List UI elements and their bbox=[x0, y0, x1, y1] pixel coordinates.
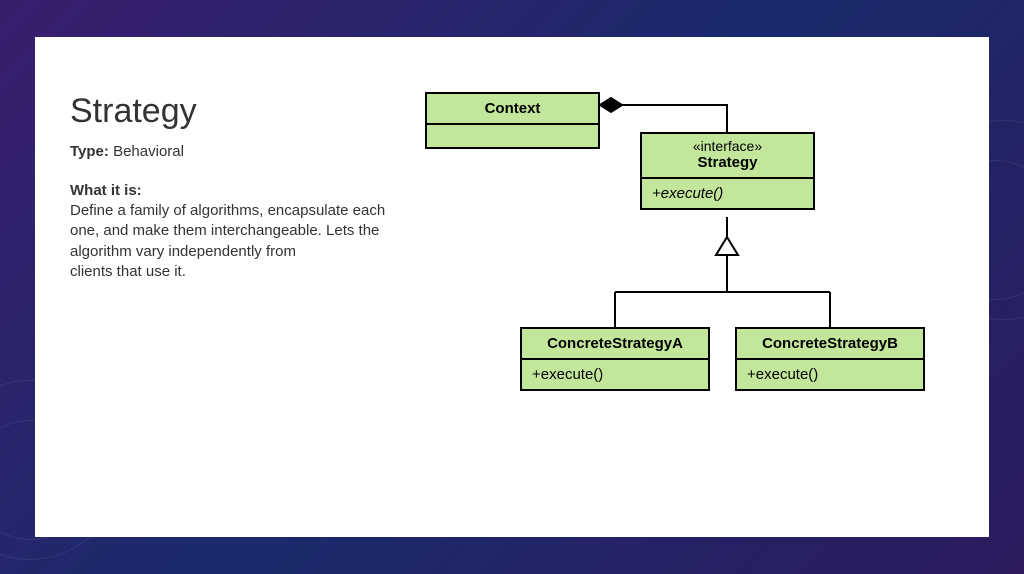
uml-concrete-b-method: +execute() bbox=[737, 360, 923, 389]
text-column: Strategy Type: Behavioral What it is: De… bbox=[35, 37, 415, 537]
uml-strategy: «interface» Strategy +execute() bbox=[640, 132, 815, 210]
uml-strategy-header: «interface» Strategy bbox=[642, 134, 813, 179]
inheritance-triangle-icon bbox=[716, 237, 738, 255]
type-line: Type: Behavioral bbox=[70, 143, 415, 160]
uml-concrete-a: ConcreteStrategyA +execute() bbox=[520, 327, 710, 391]
aggregation-line bbox=[622, 105, 727, 132]
uml-context-body bbox=[427, 125, 598, 147]
aggregation-diamond-icon bbox=[600, 98, 622, 112]
uml-strategy-method: +execute() bbox=[642, 179, 813, 208]
uml-concrete-b-title: ConcreteStrategyB bbox=[737, 329, 923, 360]
pattern-title: Strategy bbox=[70, 92, 415, 131]
what-label: What it is: bbox=[70, 182, 415, 199]
uml-strategy-stereotype: «interface» bbox=[652, 138, 803, 154]
slide: Strategy Type: Behavioral What it is: De… bbox=[35, 37, 989, 537]
type-value: Behavioral bbox=[113, 143, 184, 160]
description: Define a family of algorithms, encapsula… bbox=[70, 201, 415, 282]
uml-concrete-a-title: ConcreteStrategyA bbox=[522, 329, 708, 360]
uml-strategy-title: Strategy bbox=[652, 154, 803, 171]
uml-concrete-b: ConcreteStrategyB +execute() bbox=[735, 327, 925, 391]
uml-context-title: Context bbox=[427, 94, 598, 125]
uml-concrete-a-method: +execute() bbox=[522, 360, 708, 389]
inherit-fork bbox=[615, 255, 830, 327]
uml-diagram: Context «interface» Strategy +execute() … bbox=[415, 37, 989, 537]
uml-context: Context bbox=[425, 92, 600, 149]
type-label: Type: bbox=[70, 143, 109, 160]
